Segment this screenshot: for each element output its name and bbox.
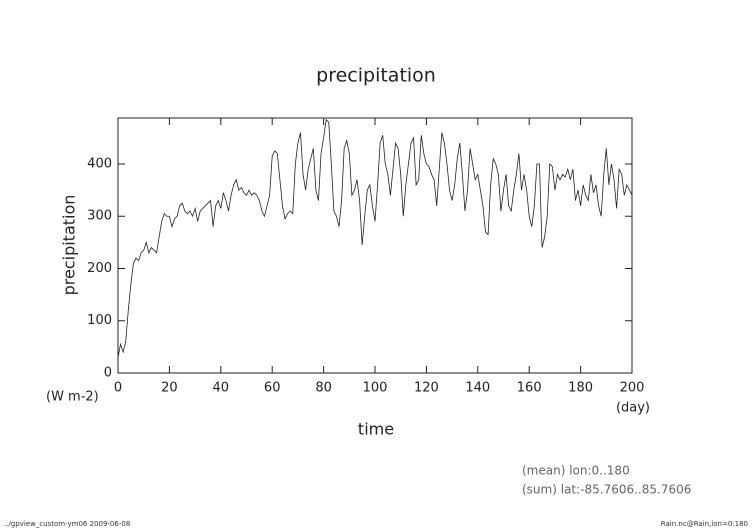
- note: (sum) lat:-85.7606..85.7606: [522, 483, 691, 497]
- x-tick-label: 60: [264, 381, 281, 396]
- y-tick-label: 400: [87, 156, 112, 171]
- data-line: [117, 118, 633, 358]
- x-axis-label: time: [358, 420, 394, 439]
- x-unit: (day): [616, 401, 650, 416]
- x-tick-label: 160: [517, 381, 542, 396]
- y-tick-label: 300: [87, 209, 112, 224]
- y-tick-label: 100: [87, 313, 112, 328]
- x-tick-label: 120: [414, 381, 439, 396]
- x-tick-label: 40: [213, 381, 230, 396]
- chart-title: precipitation: [316, 65, 436, 87]
- plot-frame: [117, 117, 633, 374]
- x-tick-label: 80: [315, 381, 332, 396]
- x-tick-label: 140: [465, 381, 490, 396]
- footer: ../gpview_custom-ym06 2009-06-08: [4, 520, 130, 528]
- y-axis-label: precipitation: [60, 195, 79, 296]
- note: (mean) lon:0..180: [522, 464, 630, 478]
- y-unit: (W m-2): [46, 390, 99, 405]
- x-tick-label: 0: [114, 381, 122, 396]
- x-tick-label: 180: [568, 381, 593, 396]
- y-tick-label: 200: [87, 261, 112, 276]
- x-tick-label: 100: [363, 381, 388, 396]
- x-tick-label: 200: [620, 381, 645, 396]
- footer: Rain.nc@Rain,lon=0:180: [661, 520, 748, 528]
- y-tick-label: 0: [104, 366, 112, 381]
- x-tick-label: 20: [161, 381, 178, 396]
